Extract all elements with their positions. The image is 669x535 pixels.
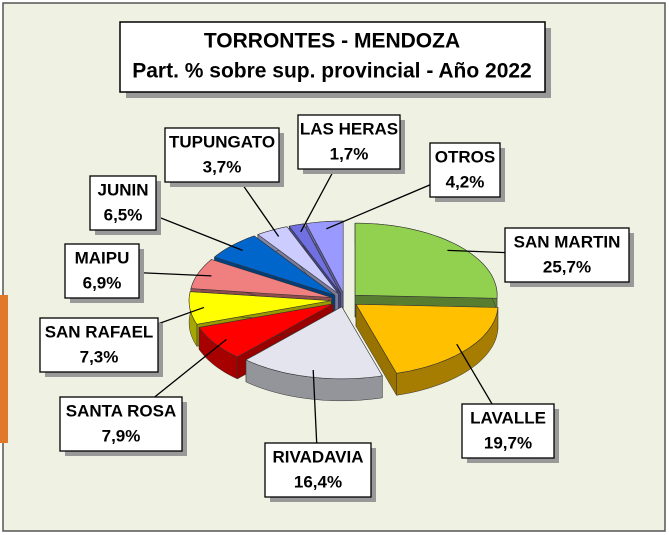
value-label: 19,7% <box>484 433 532 452</box>
slice <box>305 220 344 294</box>
category-label: SAN MARTIN <box>514 232 621 251</box>
value-label: 6,5% <box>104 205 143 224</box>
label-box <box>461 403 555 459</box>
value-label: 7,3% <box>80 347 119 366</box>
slice <box>198 303 334 358</box>
label-box <box>297 114 401 170</box>
slice <box>257 226 339 295</box>
label-box <box>64 243 140 299</box>
category-label: OTROS <box>435 147 495 166</box>
value-label: 7,9% <box>102 426 141 445</box>
label-box <box>164 127 280 183</box>
chart-title: TORRONTES - MENDOZA <box>204 30 460 53</box>
slice <box>245 306 383 380</box>
category-label: TUPUNGATO <box>169 132 275 151</box>
label-box <box>504 227 630 283</box>
value-label: 3,7% <box>203 157 242 176</box>
slice <box>288 223 341 294</box>
value-label: 16,4% <box>294 472 342 491</box>
slice <box>188 291 332 325</box>
label-box <box>264 442 372 498</box>
category-label: SAN RAFAEL <box>45 322 154 341</box>
label-box <box>89 175 157 231</box>
label-box <box>59 396 183 452</box>
label-box <box>429 142 501 198</box>
slice <box>355 303 499 374</box>
category-label: MAIPU <box>75 248 130 267</box>
slice <box>354 222 498 299</box>
category-label: JUNIN <box>97 180 148 199</box>
slice <box>190 259 332 298</box>
category-label: SANTA ROSA <box>66 401 177 420</box>
category-label: LAVALLE <box>470 408 546 427</box>
value-label: 4,2% <box>446 172 485 191</box>
value-label: 25,7% <box>543 257 591 276</box>
chart-subtitle: Part. % sobre sup. provincial - Año 2022 <box>132 60 532 83</box>
slice <box>213 235 336 296</box>
label-box <box>39 317 159 373</box>
category-label: RIVADAVIA <box>273 447 364 466</box>
value-label: 6,9% <box>83 273 122 292</box>
title-box <box>119 21 546 93</box>
edge-strip <box>0 295 8 443</box>
category-label: LAS HERAS <box>300 119 398 138</box>
value-label: 1,7% <box>330 144 369 163</box>
